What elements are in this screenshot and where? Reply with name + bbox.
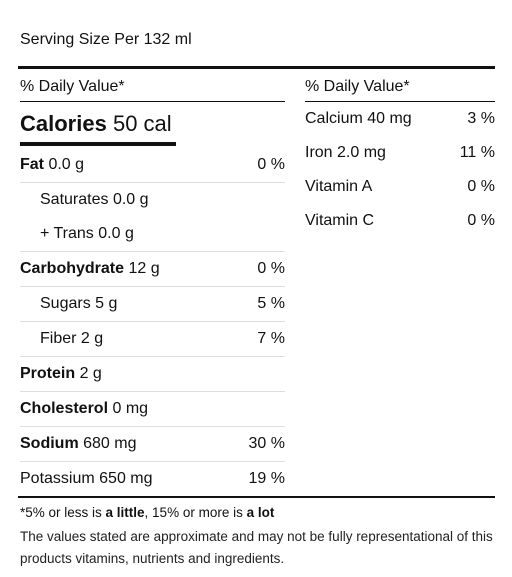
nutrient-row-carbohydrate: Carbohydrate 12 g 0 % — [20, 252, 285, 287]
top-rule — [18, 66, 495, 69]
daily-value-header: % Daily Value* — [20, 69, 285, 102]
mineral-label: Iron 2.0 mg — [305, 144, 386, 161]
nutrient-label: Protein — [20, 365, 76, 382]
nutrient-row-protein: Protein 2 g — [20, 357, 285, 392]
nutrient-row-cholesterol: Cholesterol 0 mg — [20, 392, 285, 427]
bottom-rule — [18, 496, 495, 498]
nutrient-label: Cholesterol — [20, 400, 109, 417]
serving-size: Serving Size Per 132 ml — [20, 31, 192, 48]
nutrient-amount: 12 g — [128, 260, 160, 277]
nutrient-amount: 2 g — [79, 365, 102, 382]
nutrient-amount: 0.0 g — [112, 191, 149, 208]
nutrient-amount: 0.0 g — [48, 156, 85, 173]
mineral-label: Calcium 40 mg — [305, 110, 412, 127]
nutrient-amount: 5 g — [95, 295, 118, 312]
nutrient-label: Carbohydrate — [20, 260, 125, 277]
calories-row: Calories 50 cal — [20, 102, 285, 142]
nutrient-label: Sodium — [20, 435, 79, 452]
minerals-column: % Daily Value* Calcium 40 mg 3 % Iron 2.… — [305, 69, 495, 238]
nutrient-percent: 0 % — [257, 260, 285, 277]
calories-rule — [20, 142, 176, 146]
mineral-percent: 0 % — [467, 178, 495, 195]
nutrient-label: Fat — [20, 156, 44, 173]
nutrient-row-potassium: Potassium 650 mg 19 % — [20, 462, 285, 496]
nutrient-label: Saturates — [40, 191, 109, 208]
nutrient-row-sodium: Sodium 680 mg 30 % — [20, 427, 285, 462]
mineral-percent: 0 % — [467, 212, 495, 229]
nutrient-amount: 0 mg — [112, 400, 149, 417]
nutrient-amount: 2 g — [80, 330, 104, 347]
nutrients-column: % Daily Value* Calories 50 cal Fat 0.0 g… — [20, 69, 285, 496]
disclaimer: The values stated are approximate and ma… — [20, 529, 493, 566]
mineral-row-calcium: Calcium 40 mg 3 % — [305, 102, 495, 136]
footnote-little: a little — [105, 505, 145, 520]
nutrient-percent: 19 % — [248, 470, 285, 487]
nutrient-label: Sugars — [40, 295, 91, 312]
nutrient-row-fat: Fat 0.0 g 0 % — [20, 148, 285, 183]
calories-label: Calories — [20, 111, 107, 136]
mineral-label: Vitamin C — [305, 212, 375, 229]
mineral-label: Vitamin A — [305, 178, 373, 195]
nutrient-row-fiber: Fiber 2 g 7 % — [20, 322, 285, 357]
mineral-percent: 3 % — [467, 110, 495, 127]
daily-value-header: % Daily Value* — [305, 69, 495, 102]
nutrient-percent: 0 % — [257, 156, 285, 173]
mineral-row-vitamin-a: Vitamin A 0 % — [305, 170, 495, 204]
nutrient-row-saturates: Saturates 0.0 g — [20, 183, 285, 217]
nutrient-percent: 30 % — [248, 435, 285, 452]
footnote: *5% or less is a little, 15% or more is … — [20, 503, 495, 523]
nutrient-percent: 7 % — [257, 330, 285, 347]
nutrient-label: Potassium — [20, 470, 95, 487]
mineral-row-iron: Iron 2.0 mg 11 % — [305, 136, 495, 170]
nutrient-percent: 5 % — [257, 295, 285, 312]
footnote-mid: , 15% or more is — [144, 505, 247, 520]
nutrient-label: Fiber — [40, 330, 77, 347]
nutrient-label: + Trans — [40, 225, 94, 242]
nutrient-amount: 680 mg — [83, 435, 137, 452]
footnote-pre: *5% or less is — [20, 505, 106, 520]
mineral-percent: 11 % — [459, 144, 495, 161]
mineral-row-vitamin-c: Vitamin C 0 % — [305, 204, 495, 238]
nutrient-amount: 650 mg — [99, 470, 153, 487]
nutrient-row-trans: + Trans 0.0 g — [20, 217, 285, 252]
calories-value: 50 cal — [112, 111, 172, 136]
footnote-lot: a lot — [246, 505, 275, 520]
nutrient-amount: 0.0 g — [98, 225, 134, 242]
nutrient-row-sugars: Sugars 5 g 5 % — [20, 287, 285, 322]
